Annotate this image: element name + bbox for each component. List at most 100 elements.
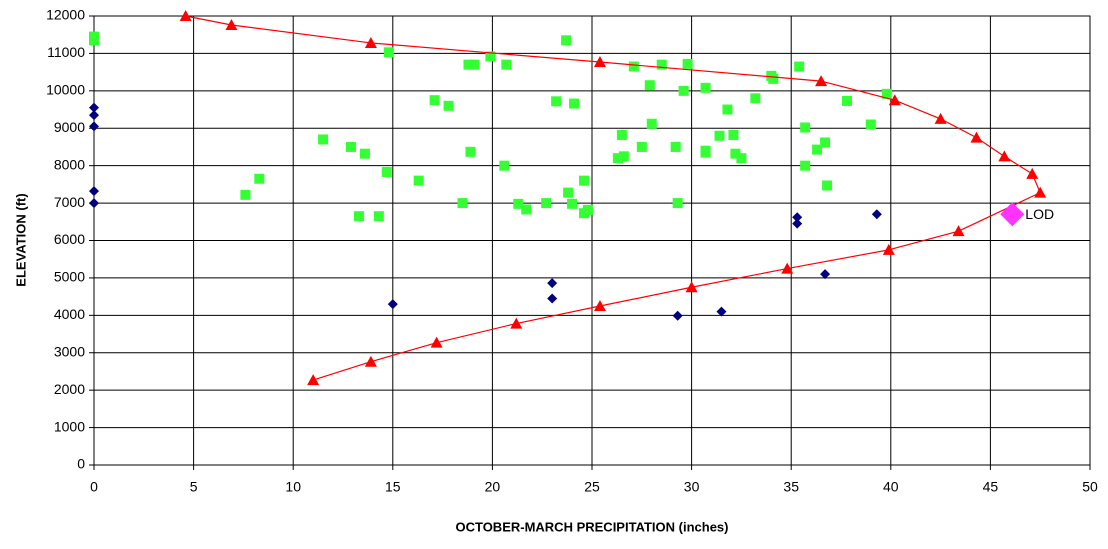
x-tick-label: 5 bbox=[190, 479, 198, 495]
point bbox=[501, 59, 512, 70]
point bbox=[672, 198, 683, 209]
point bbox=[820, 269, 831, 280]
point bbox=[934, 112, 947, 124]
point bbox=[465, 146, 476, 157]
point bbox=[381, 167, 392, 178]
x-tick-label: 40 bbox=[883, 479, 899, 495]
y-tick-label: 8000 bbox=[54, 156, 85, 172]
x-axis-label: OCTOBER-MARCH PRECIPITATION (inches) bbox=[455, 519, 728, 534]
point bbox=[89, 110, 99, 121]
point bbox=[551, 96, 562, 107]
series-line bbox=[185, 15, 1041, 381]
point bbox=[871, 209, 882, 220]
point bbox=[1000, 202, 1025, 227]
x-tick-label: 25 bbox=[584, 479, 600, 495]
point bbox=[541, 198, 552, 209]
point bbox=[768, 73, 779, 84]
point bbox=[89, 35, 99, 46]
point bbox=[644, 80, 655, 91]
point bbox=[353, 211, 364, 222]
point bbox=[567, 198, 578, 209]
point bbox=[510, 317, 523, 329]
point bbox=[822, 180, 833, 191]
point bbox=[364, 355, 377, 367]
point bbox=[457, 198, 468, 209]
point bbox=[670, 141, 681, 152]
x-tick-label: 30 bbox=[684, 479, 700, 495]
point bbox=[736, 153, 747, 164]
point bbox=[812, 144, 823, 155]
point bbox=[618, 151, 629, 162]
x-tick-label: 45 bbox=[983, 479, 999, 495]
point bbox=[179, 10, 192, 21]
point bbox=[700, 82, 711, 93]
point bbox=[89, 198, 99, 209]
y-tick-label: 3000 bbox=[54, 343, 85, 359]
x-tick-label: 0 bbox=[90, 479, 98, 495]
y-tick-label: 2000 bbox=[54, 381, 85, 397]
point bbox=[865, 119, 876, 130]
y-tick-label: 1000 bbox=[54, 418, 85, 434]
point bbox=[1034, 186, 1047, 198]
point bbox=[794, 61, 805, 72]
point bbox=[463, 59, 474, 70]
point bbox=[89, 121, 99, 132]
x-tick-label: 35 bbox=[783, 479, 799, 495]
y-tick-label: 9000 bbox=[54, 119, 85, 135]
point bbox=[728, 129, 739, 140]
point bbox=[881, 88, 892, 99]
point bbox=[240, 189, 251, 200]
point bbox=[656, 59, 667, 70]
x-tick-label: 50 bbox=[1082, 479, 1098, 495]
point bbox=[318, 134, 329, 145]
point bbox=[547, 278, 558, 289]
point bbox=[359, 148, 370, 159]
point bbox=[89, 102, 99, 113]
point bbox=[499, 160, 510, 171]
point bbox=[628, 61, 639, 72]
x-tick-label: 15 bbox=[385, 479, 401, 495]
point bbox=[254, 173, 265, 184]
y-tick-label: 10000 bbox=[46, 82, 85, 98]
point bbox=[583, 204, 594, 215]
point bbox=[678, 85, 689, 96]
point bbox=[563, 187, 574, 198]
point bbox=[387, 299, 398, 310]
point bbox=[616, 129, 627, 140]
point bbox=[593, 299, 606, 311]
point bbox=[800, 160, 811, 171]
y-tick-label: 0 bbox=[77, 456, 85, 472]
point bbox=[307, 374, 320, 386]
point bbox=[685, 281, 698, 293]
point bbox=[561, 35, 572, 46]
y-tick-label: 4000 bbox=[54, 306, 85, 322]
point-label: LOD bbox=[1025, 206, 1054, 222]
y-tick-label: 5000 bbox=[54, 269, 85, 285]
point bbox=[716, 306, 727, 317]
point bbox=[547, 293, 558, 304]
point bbox=[443, 100, 454, 111]
point bbox=[1026, 167, 1039, 179]
point bbox=[430, 336, 443, 348]
point bbox=[593, 56, 606, 68]
point bbox=[952, 225, 965, 237]
point bbox=[888, 94, 901, 106]
point bbox=[722, 104, 733, 115]
point bbox=[383, 47, 394, 58]
point bbox=[841, 95, 852, 106]
point bbox=[646, 118, 657, 129]
point bbox=[364, 36, 377, 48]
y-tick-label: 6000 bbox=[54, 231, 85, 247]
point bbox=[672, 310, 683, 321]
y-tick-label: 7000 bbox=[54, 194, 85, 210]
x-tick-label: 20 bbox=[485, 479, 501, 495]
point bbox=[730, 148, 741, 159]
point bbox=[750, 93, 761, 104]
y-tick-label: 12000 bbox=[46, 7, 85, 23]
y-axis-label: ELEVATION (ft) bbox=[13, 193, 28, 286]
x-tick-label: 10 bbox=[285, 479, 301, 495]
point bbox=[970, 131, 983, 143]
point bbox=[792, 212, 803, 223]
point bbox=[429, 95, 440, 106]
